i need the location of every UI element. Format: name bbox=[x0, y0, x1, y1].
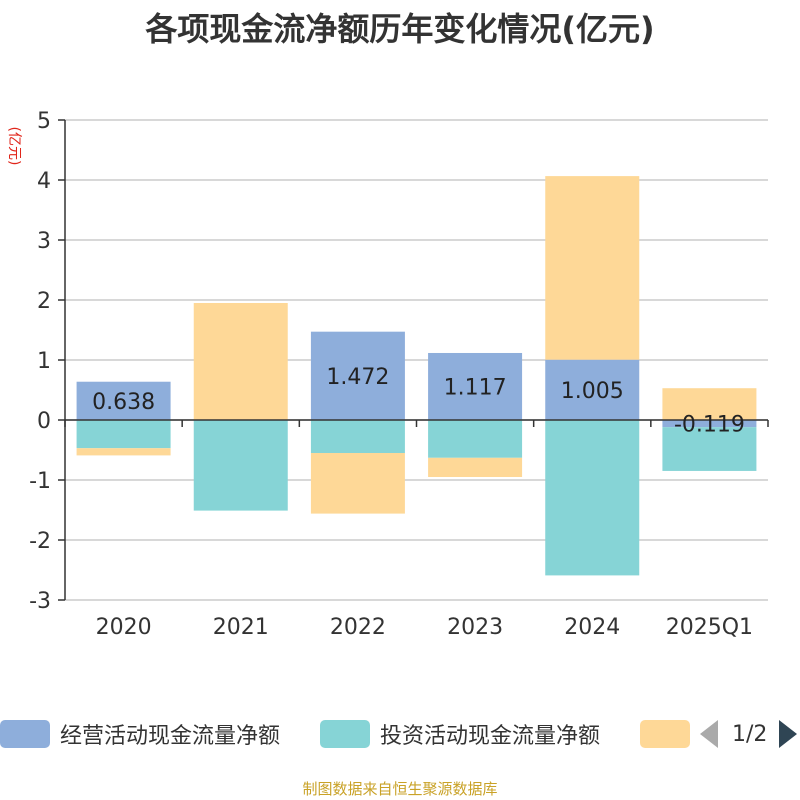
legend-item-investing[interactable]: 投资活动现金流量净额 bbox=[320, 716, 600, 752]
y-tick-label: 0 bbox=[37, 409, 51, 434]
x-tick-label: 2022 bbox=[330, 615, 386, 640]
y-tick-label: 3 bbox=[37, 229, 51, 254]
data-label-2025Q1: -0.119 bbox=[674, 413, 745, 438]
legend-label-investing: 投资活动现金流量净额 bbox=[380, 724, 601, 749]
y-tick-label: 2 bbox=[37, 289, 51, 314]
y-axis-label: (亿元) bbox=[6, 127, 22, 166]
x-tick-label: 2023 bbox=[447, 615, 503, 640]
y-tick-label: 5 bbox=[37, 109, 51, 134]
y-tick-label: -1 bbox=[29, 469, 51, 494]
bar-financing-2022 bbox=[310, 453, 405, 514]
y-tick-label: -2 bbox=[29, 529, 51, 554]
bar-operating-2022 bbox=[310, 331, 405, 420]
data-label-2020: 0.638 bbox=[92, 390, 155, 415]
x-tick-label: 2020 bbox=[96, 615, 152, 640]
bar-operating-2024 bbox=[545, 359, 640, 420]
data-label-2022: 1.472 bbox=[326, 365, 389, 390]
source-footer: 制图数据来自恒生聚源数据库 bbox=[302, 780, 498, 798]
chart-title: 各项现金流净额历年变化情况(亿元) bbox=[145, 10, 655, 48]
bar-financing-2021 bbox=[193, 303, 288, 420]
x-tick-label: 2024 bbox=[564, 615, 620, 640]
bar-investing-2022 bbox=[310, 420, 405, 453]
data-label-2024: 1.005 bbox=[561, 379, 624, 404]
chart-plot: -3 -2 -1 0 1 2 3 4 5 (亿元) 0.638 1.472 1.117 1.005 -0.1… bbox=[6, 109, 769, 640]
legend-next-arrow-icon[interactable] bbox=[779, 720, 798, 748]
x-tick-label: 2025Q1 bbox=[666, 615, 753, 640]
legend-item-financing[interactable] bbox=[640, 716, 700, 752]
bar-financing-2023 bbox=[428, 457, 523, 477]
legend-swatch-financing bbox=[640, 720, 690, 748]
y-tick-label: -3 bbox=[29, 589, 51, 614]
bar-operating-2023 bbox=[428, 352, 523, 420]
legend-pager: 1/2 bbox=[700, 716, 798, 752]
legend-item-operating[interactable]: 经营活动现金流量净额 bbox=[0, 716, 280, 752]
y-tick-label: 4 bbox=[37, 169, 51, 194]
x-tick-label: 2021 bbox=[213, 615, 269, 640]
bar-investing-2023 bbox=[428, 420, 523, 458]
bar-operating-2025Q1 bbox=[662, 420, 757, 428]
bar-financing-2020 bbox=[76, 448, 171, 456]
legend: 经营活动现金流量净额 投资活动现金流量净额 bbox=[0, 716, 800, 752]
y-tick-label: 1 bbox=[37, 349, 51, 374]
data-label-2023: 1.117 bbox=[444, 375, 507, 400]
legend-page-indicator: 1/2 bbox=[732, 721, 768, 747]
bar-operating-2020 bbox=[76, 381, 171, 420]
legend-prev-arrow-icon[interactable] bbox=[700, 720, 718, 748]
legend-swatch-investing bbox=[320, 720, 370, 748]
legend-label-operating: 经营活动现金流量净额 bbox=[60, 724, 281, 749]
bar-financing-2025Q1 bbox=[662, 388, 757, 420]
bar-investing-2021 bbox=[193, 420, 288, 511]
bar-investing-2020 bbox=[76, 420, 171, 449]
bar-investing-2025Q1 bbox=[662, 427, 757, 471]
legend-swatch-operating bbox=[0, 720, 50, 748]
bar-investing-2024 bbox=[545, 420, 640, 576]
bar-financing-2024 bbox=[545, 176, 640, 360]
